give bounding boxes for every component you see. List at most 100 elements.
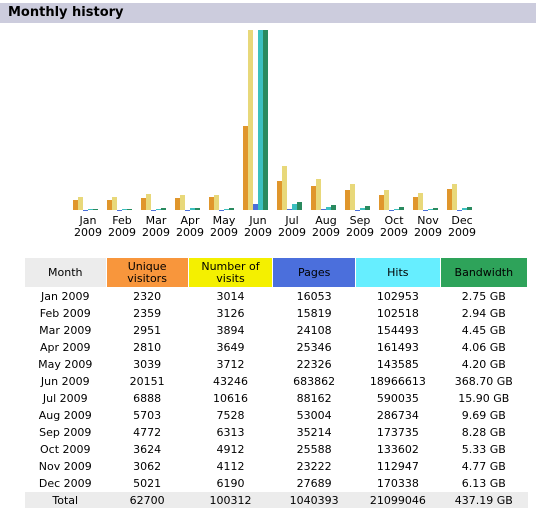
value-cell: 2.75 GB bbox=[461, 290, 506, 303]
value-cell: 3649 bbox=[216, 341, 245, 354]
value-cell: 4912 bbox=[216, 443, 245, 456]
value-cell: 2320 bbox=[133, 290, 162, 303]
value-cell: 5.33 GB bbox=[461, 443, 506, 456]
value-cell: 20151 bbox=[129, 375, 165, 388]
bar bbox=[467, 207, 472, 210]
value-cell: 6888 bbox=[133, 392, 162, 405]
bar bbox=[428, 208, 433, 210]
value-cell: 3014 bbox=[216, 290, 245, 303]
row: Mar 2009 2951 3894 24108 154493 4.45 GB bbox=[25, 322, 528, 339]
value-cell: 4772 bbox=[133, 426, 162, 439]
value-cell: 5021 bbox=[133, 477, 162, 490]
bar bbox=[224, 208, 229, 210]
month-cell: Mar 2009 bbox=[39, 324, 92, 337]
total-cell: 1040393 bbox=[272, 492, 356, 508]
value-cell: 4.20 GB bbox=[461, 358, 506, 371]
x-tick-label: Apr 2009 bbox=[176, 214, 204, 239]
bar bbox=[263, 30, 268, 210]
bar bbox=[447, 189, 452, 210]
row: May 2009 3039 3712 22326 143585 4.20 GB bbox=[25, 356, 528, 373]
bar bbox=[93, 208, 98, 210]
value-cell: 2.94 GB bbox=[461, 307, 506, 320]
row: Apr 2009 2810 3649 25346 161493 4.06 GB bbox=[25, 339, 528, 356]
value-cell: 683862 bbox=[293, 375, 336, 388]
bar bbox=[73, 200, 78, 210]
bar bbox=[360, 208, 365, 210]
bar bbox=[112, 196, 117, 210]
month-cell: Feb 2009 bbox=[39, 307, 91, 320]
bar bbox=[379, 194, 384, 210]
value-cell: 6313 bbox=[216, 426, 245, 439]
header-cell: Number of visits bbox=[187, 257, 274, 288]
x-tick-label: Sep 2009 bbox=[346, 214, 374, 239]
month-cell: Jul 2009 bbox=[42, 392, 88, 405]
value-cell: 24108 bbox=[296, 324, 332, 337]
bar bbox=[161, 207, 166, 210]
value-cell: 6.13 GB bbox=[461, 477, 506, 490]
bar bbox=[452, 184, 457, 210]
value-cell: 4112 bbox=[216, 460, 245, 473]
bar bbox=[433, 207, 438, 210]
header-row: Month Unique visitors Number of visits Page… bbox=[24, 257, 529, 288]
bar bbox=[277, 181, 282, 210]
value-cell: 9.69 GB bbox=[461, 409, 506, 422]
x-tick-label: Jan 2009 bbox=[74, 214, 102, 239]
total-label: Total bbox=[24, 492, 107, 508]
bar bbox=[316, 178, 321, 210]
value-cell: 15.90 GB bbox=[458, 392, 510, 405]
bar bbox=[365, 205, 370, 210]
value-cell: 170338 bbox=[376, 477, 419, 490]
header-cell: Bandwidth bbox=[439, 257, 529, 288]
value-cell: 35214 bbox=[296, 426, 332, 439]
month-cell: Jun 2009 bbox=[40, 375, 90, 388]
value-cell: 3039 bbox=[133, 358, 162, 371]
value-cell: 4.06 GB bbox=[461, 341, 506, 354]
value-cell: 3894 bbox=[216, 324, 245, 337]
value-cell: 3624 bbox=[133, 443, 162, 456]
value-cell: 3712 bbox=[216, 358, 245, 371]
bar bbox=[282, 165, 287, 210]
bar bbox=[107, 200, 112, 210]
bar bbox=[326, 207, 331, 210]
bar bbox=[175, 198, 180, 210]
bar bbox=[399, 207, 404, 210]
bar bbox=[127, 208, 132, 210]
bar bbox=[88, 209, 93, 210]
value-cell: 3126 bbox=[216, 307, 245, 320]
x-tick-label: Oct 2009 bbox=[380, 214, 408, 239]
bar bbox=[78, 197, 83, 210]
bar bbox=[243, 126, 248, 210]
month-cell: Oct 2009 bbox=[40, 443, 91, 456]
row: Sep 2009 4772 6313 35214 173735 8.28 GB bbox=[25, 424, 528, 441]
bar bbox=[297, 202, 302, 210]
bar bbox=[394, 208, 399, 210]
bar bbox=[156, 208, 161, 210]
month-cell: Jan 2009 bbox=[41, 290, 90, 303]
value-cell: 4.45 GB bbox=[461, 324, 506, 337]
value-cell: 25588 bbox=[296, 443, 332, 456]
value-cell: 8.28 GB bbox=[461, 426, 506, 439]
total-cell: 437.19 GB bbox=[440, 492, 528, 508]
bar bbox=[146, 193, 151, 210]
row: Nov 2009 3062 4112 23222 112947 4.77 GB bbox=[25, 458, 528, 475]
value-cell: 27689 bbox=[296, 477, 332, 490]
row: Jul 2009 6888 10616 88162 590035 15.90 GB bbox=[25, 390, 528, 407]
row: Feb 2009 2359 3126 15819 102518 2.94 GB bbox=[25, 305, 528, 322]
row: Jun 2009 20151 43246 683862 18966613 368.70 G… bbox=[25, 373, 528, 390]
bar bbox=[292, 204, 297, 210]
bar bbox=[141, 197, 146, 210]
x-tick-label: Dec 2009 bbox=[448, 214, 476, 239]
month-cell: Aug 2009 bbox=[38, 409, 92, 422]
bar bbox=[122, 209, 127, 210]
x-tick-label: Aug 2009 bbox=[312, 214, 340, 239]
value-cell: 53004 bbox=[296, 409, 332, 422]
header-cell: Unique visitors bbox=[105, 257, 189, 288]
section-title: Monthly history bbox=[0, 3, 536, 23]
bar bbox=[248, 30, 253, 210]
value-cell: 23222 bbox=[296, 460, 332, 473]
month-cell: Apr 2009 bbox=[39, 341, 91, 354]
bar bbox=[180, 194, 185, 210]
value-cell: 2359 bbox=[133, 307, 162, 320]
x-tick-label: Mar 2009 bbox=[142, 214, 170, 239]
